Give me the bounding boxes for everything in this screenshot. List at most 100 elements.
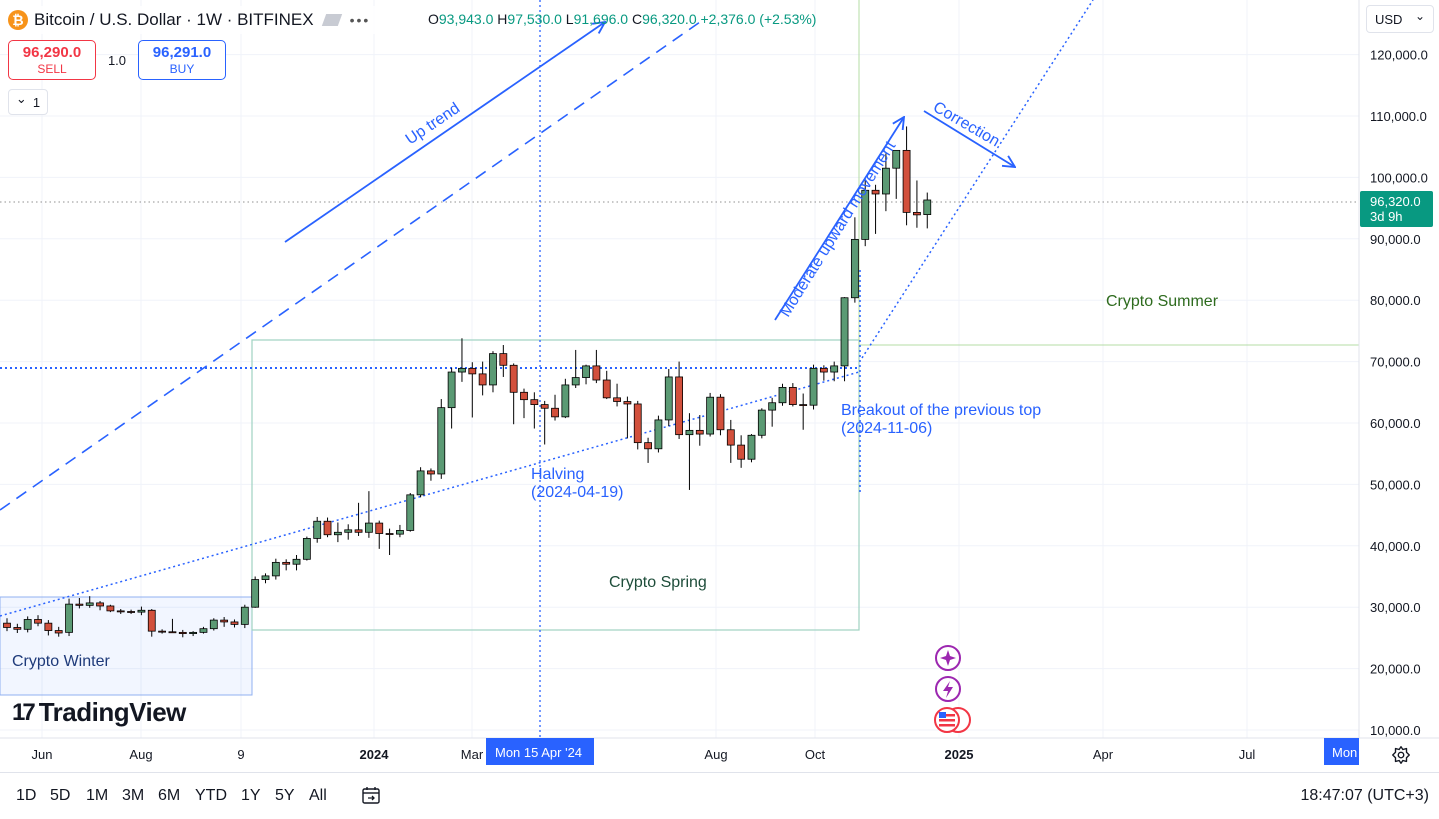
tradingview-logo[interactable]: 17 TradingView xyxy=(12,697,186,728)
candle[interactable] xyxy=(809,364,818,410)
crypto-summer-label[interactable]: Crypto Summer xyxy=(1106,293,1219,310)
candle[interactable] xyxy=(44,620,53,636)
candle[interactable] xyxy=(437,399,446,479)
correction-label[interactable]: Correction xyxy=(930,99,1002,151)
candle[interactable] xyxy=(292,555,301,571)
last-price-label[interactable]: 96,320.0 3d 9h xyxy=(1360,191,1433,227)
candle[interactable] xyxy=(571,349,580,389)
candle[interactable] xyxy=(861,179,870,247)
candle[interactable] xyxy=(251,576,260,608)
candle[interactable] xyxy=(623,396,632,439)
candle[interactable] xyxy=(871,184,880,234)
us-flag-event-icon[interactable] xyxy=(934,707,971,733)
hide-icon[interactable] xyxy=(321,14,342,26)
candle[interactable] xyxy=(799,393,808,430)
candle[interactable] xyxy=(644,437,652,463)
sparkle-event-icon[interactable] xyxy=(935,645,961,671)
candle[interactable] xyxy=(261,573,270,584)
candle[interactable] xyxy=(633,400,642,450)
candle[interactable] xyxy=(489,351,497,393)
candle[interactable] xyxy=(396,524,404,538)
candle[interactable] xyxy=(592,349,601,384)
halving-label[interactable]: Halving xyxy=(531,466,584,483)
candle[interactable] xyxy=(65,598,73,637)
support-trendline[interactable] xyxy=(0,371,860,617)
candle[interactable] xyxy=(354,502,363,536)
go-to-date-icon[interactable] xyxy=(361,785,381,805)
candle[interactable] xyxy=(106,604,115,613)
moderate-arrow[interactable] xyxy=(774,117,904,321)
breakout-date-label[interactable]: (2024-11-06) xyxy=(841,420,932,437)
correction-arrow[interactable] xyxy=(923,110,1015,167)
range-5y-button[interactable]: 5Y xyxy=(275,787,295,804)
range-1y-button[interactable]: 1Y xyxy=(241,787,261,804)
candle[interactable] xyxy=(116,609,125,614)
candle[interactable] xyxy=(406,492,415,532)
candle[interactable] xyxy=(747,434,756,463)
candle[interactable] xyxy=(757,408,766,439)
candle[interactable] xyxy=(882,153,890,212)
breakout-label[interactable]: Breakout of the previous top xyxy=(841,402,1041,419)
candle[interactable] xyxy=(158,629,167,634)
candle[interactable] xyxy=(664,368,673,427)
candle[interactable] xyxy=(561,378,570,419)
candle[interactable] xyxy=(96,601,104,611)
steep-trendline[interactable] xyxy=(861,0,1094,359)
candle[interactable] xyxy=(695,415,704,446)
quantity-value[interactable]: 1.0 xyxy=(107,52,127,68)
candle[interactable] xyxy=(375,520,384,549)
candle[interactable] xyxy=(654,415,663,453)
candle[interactable] xyxy=(323,517,332,538)
candle[interactable] xyxy=(923,192,932,229)
candle[interactable] xyxy=(282,559,291,571)
candle[interactable] xyxy=(892,149,901,199)
candle[interactable] xyxy=(613,383,621,407)
candle[interactable] xyxy=(582,364,590,385)
range-1d-button[interactable]: 1D xyxy=(16,787,37,804)
candle[interactable] xyxy=(447,367,456,429)
price-axis[interactable] xyxy=(1359,0,1439,738)
dashed-trend-channel[interactable] xyxy=(0,21,701,511)
candle[interactable] xyxy=(209,618,218,631)
candle[interactable] xyxy=(902,126,911,226)
candle[interactable] xyxy=(54,626,63,637)
candle[interactable] xyxy=(416,467,425,498)
candle[interactable] xyxy=(499,345,508,377)
candle[interactable] xyxy=(75,597,84,609)
candle[interactable] xyxy=(726,419,735,463)
currency-select[interactable]: USD ⌄ xyxy=(1366,5,1434,33)
candle[interactable] xyxy=(23,616,32,633)
moderate-label[interactable]: Moderate upward movement xyxy=(777,138,900,320)
halving-date-label[interactable]: (2024-04-19) xyxy=(531,484,624,501)
candle[interactable] xyxy=(540,400,549,445)
candle[interactable] xyxy=(778,383,787,406)
candle[interactable] xyxy=(178,629,187,638)
candle[interactable] xyxy=(385,528,394,556)
candle[interactable] xyxy=(137,606,146,616)
price-chart[interactable]: Up trend Moderate upward movement Correc… xyxy=(0,0,1439,772)
candle[interactable] xyxy=(458,338,466,382)
candle[interactable] xyxy=(147,609,156,637)
candle[interactable] xyxy=(520,388,528,419)
candle[interactable] xyxy=(788,383,797,407)
candle[interactable] xyxy=(344,524,353,540)
candle[interactable] xyxy=(830,361,839,382)
candle[interactable] xyxy=(840,297,849,382)
time-axis[interactable] xyxy=(0,738,1439,772)
candle[interactable] xyxy=(716,394,725,436)
candle[interactable] xyxy=(468,362,477,418)
range-5d-button[interactable]: 5D xyxy=(50,787,71,804)
candle[interactable] xyxy=(333,522,342,543)
candle[interactable] xyxy=(13,623,22,633)
up-trend-arrow[interactable] xyxy=(284,22,605,243)
candle[interactable] xyxy=(189,631,198,637)
candle[interactable] xyxy=(675,361,683,439)
candles[interactable] xyxy=(3,126,932,638)
candle[interactable] xyxy=(602,370,611,400)
lightning-event-icon[interactable] xyxy=(935,676,961,702)
range-6m-button[interactable]: 6M xyxy=(158,787,181,804)
candle[interactable] xyxy=(819,365,828,381)
candle[interactable] xyxy=(168,618,177,634)
candle[interactable] xyxy=(3,618,11,632)
candle[interactable] xyxy=(427,468,435,481)
